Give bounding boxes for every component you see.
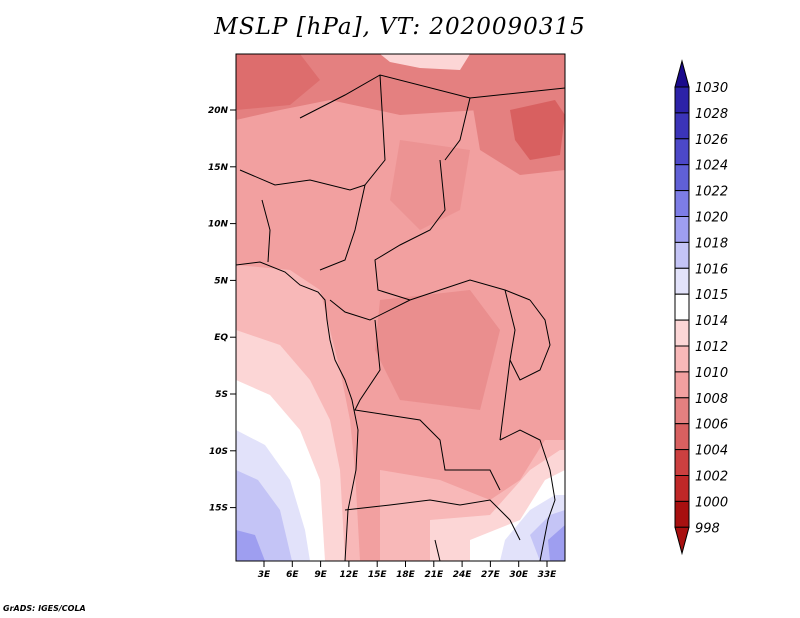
lon-tick-label: 18E [396, 570, 416, 580]
colorbar-segment [674, 138, 690, 166]
colorbar-label: 1018 [695, 236, 728, 251]
colorbar-label: 1004 [695, 444, 728, 459]
colorbar-label: 1015 [695, 288, 728, 303]
colorbar-segment [674, 112, 690, 140]
colorbar-label: 1030 [695, 81, 728, 96]
colorbar-segment [674, 475, 690, 502]
colorbar-label: 1020 [695, 211, 728, 226]
lon-tick-label: 33E [538, 570, 558, 580]
map-border [235, 53, 566, 562]
colorbar-segment [674, 241, 690, 269]
colorbar-segment [674, 319, 690, 347]
colorbar-segment [674, 423, 690, 451]
colorbar-bottom-arrow [674, 526, 690, 556]
lat-tick-label: 15S [209, 504, 228, 514]
colorbar-label: 1016 [695, 262, 728, 277]
colorbar-segment [674, 216, 690, 243]
lon-tick-label: 15E [368, 570, 388, 580]
colorbar-label: 1024 [695, 159, 728, 174]
lon-tick-label: 21E [424, 570, 444, 580]
lat-tick-label: 15N [208, 163, 229, 173]
colorbar-label: 1012 [695, 340, 728, 355]
lat-tick-label: 5S [215, 390, 228, 400]
lon-tick-label: 30E [509, 570, 529, 580]
colorbar-segment [674, 267, 690, 295]
footer-credit: GrADS: IGES/COLA [3, 604, 86, 613]
colorbar-top-arrow [674, 59, 690, 88]
lat-tick-label: 20N [208, 106, 229, 116]
lat-tick-label: EQ [214, 333, 228, 343]
colorbar-segment [674, 449, 690, 477]
colorbar-label: 1010 [695, 366, 728, 381]
colorbar-segment [674, 500, 690, 528]
colorbar-label: 1008 [695, 392, 728, 407]
lon-tick-label: 6E [286, 570, 299, 580]
colorbar-label: 1014 [695, 314, 728, 329]
colorbar-segment [674, 397, 690, 425]
colorbar-label: 1000 [695, 495, 728, 510]
longitude-axis: 3E 6E 9E 12E 15E 18E 21E 24E 27E 30E 33E [258, 561, 557, 580]
latitude-axis: 20N 15N 10N 5N EQ 5S 10S 15S [208, 106, 236, 514]
colorbar-label: 1006 [695, 418, 728, 433]
colorbar-label: 1022 [695, 185, 728, 200]
lat-tick-label: 5N [214, 276, 228, 286]
colorbar-segment [674, 164, 690, 192]
lat-tick-label: 10N [208, 220, 229, 230]
colorbar-segment [674, 371, 690, 399]
country-borders [236, 74, 565, 561]
colorbar-segment [674, 345, 690, 373]
pressure-field [236, 54, 565, 561]
colorbar: 1030 1028 1026 1024 1022 1020 1018 1016 1015 1014… [674, 59, 728, 556]
colorbar-segment [674, 86, 690, 114]
lon-tick-label: 3E [258, 570, 271, 580]
lon-tick-label: 27E [481, 570, 501, 580]
colorbar-label: 1028 [695, 107, 728, 122]
colorbar-segment [674, 293, 690, 321]
lat-tick-label: 10S [209, 447, 228, 457]
lon-tick-label: 24E [453, 570, 473, 580]
colorbar-label: 1002 [695, 470, 728, 485]
map-title: MSLP [hPa], VT: 2020090315 [214, 14, 586, 40]
lon-tick-label: 9E [314, 570, 327, 580]
colorbar-segment [674, 190, 690, 218]
colorbar-label: 998 [695, 521, 720, 536]
colorbar-label: 1026 [695, 133, 728, 148]
lon-tick-label: 12E [340, 570, 360, 580]
